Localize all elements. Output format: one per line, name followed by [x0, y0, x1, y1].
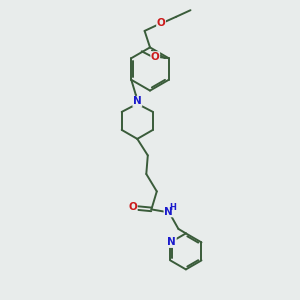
Text: O: O: [151, 52, 160, 62]
Text: O: O: [157, 18, 166, 28]
Text: N: N: [164, 207, 173, 217]
Text: N: N: [167, 237, 176, 248]
Text: N: N: [133, 96, 142, 106]
Text: O: O: [128, 202, 137, 212]
Text: H: H: [169, 202, 176, 211]
